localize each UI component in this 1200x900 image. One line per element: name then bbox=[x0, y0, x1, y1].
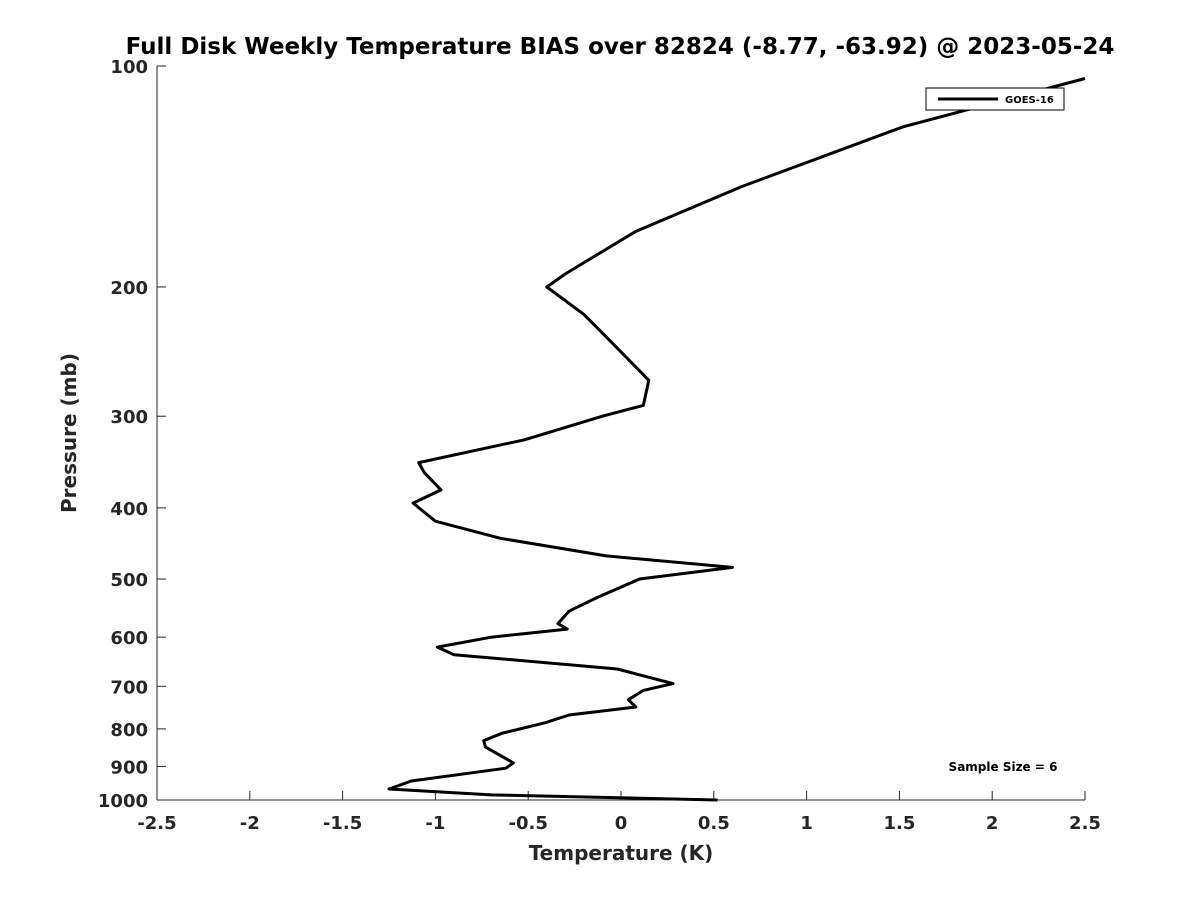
y-tick-label: 400 bbox=[110, 499, 148, 520]
x-tick-label: 2.5 bbox=[1069, 813, 1101, 834]
sample-size-annotation: Sample Size = 6 bbox=[949, 760, 1058, 774]
y-tick-label: 900 bbox=[110, 757, 148, 778]
x-ticks: -2.5 -2 -1.5 -1 -0.5 0 0.5 1 1.5 2 2.5 bbox=[137, 791, 1101, 834]
x-tick-label: -2 bbox=[240, 813, 260, 834]
y-tick-label: 700 bbox=[110, 677, 148, 698]
x-tick-label: -1 bbox=[425, 813, 445, 834]
legend-label: GOES-16 bbox=[1005, 95, 1054, 106]
y-tick-label: 500 bbox=[110, 570, 148, 591]
x-tick-label: -1.5 bbox=[323, 813, 362, 834]
y-tick-label: 100 bbox=[110, 57, 148, 78]
y-tick-label: 1000 bbox=[98, 791, 148, 812]
chart-title: Full Disk Weekly Temperature BIAS over 8… bbox=[126, 34, 1115, 60]
x-tick-label: 0 bbox=[615, 813, 628, 834]
series-group bbox=[387, 77, 1086, 802]
y-tick-label: 800 bbox=[110, 720, 148, 741]
x-tick-label: 0.5 bbox=[698, 813, 730, 834]
x-tick-label: 1 bbox=[800, 813, 813, 834]
series-line-goes-16 bbox=[387, 77, 1086, 802]
y-tick-label: 600 bbox=[110, 628, 148, 649]
y-tick-label: 200 bbox=[110, 278, 148, 299]
y-tick-label: 300 bbox=[110, 407, 148, 428]
x-tick-label: -0.5 bbox=[509, 813, 548, 834]
x-axis-label: Temperature (K) bbox=[529, 841, 714, 865]
plot-area bbox=[156, 66, 1085, 801]
x-tick-label: 1.5 bbox=[883, 813, 915, 834]
legend: GOES-16 bbox=[925, 87, 1065, 111]
x-tick-label: -2.5 bbox=[137, 813, 176, 834]
y-axis-label: Pressure (mb) bbox=[57, 353, 81, 513]
x-tick-label: 2 bbox=[986, 813, 999, 834]
y-ticks: 100 200 300 400 500 600 700 800 900 1000 bbox=[98, 57, 166, 812]
